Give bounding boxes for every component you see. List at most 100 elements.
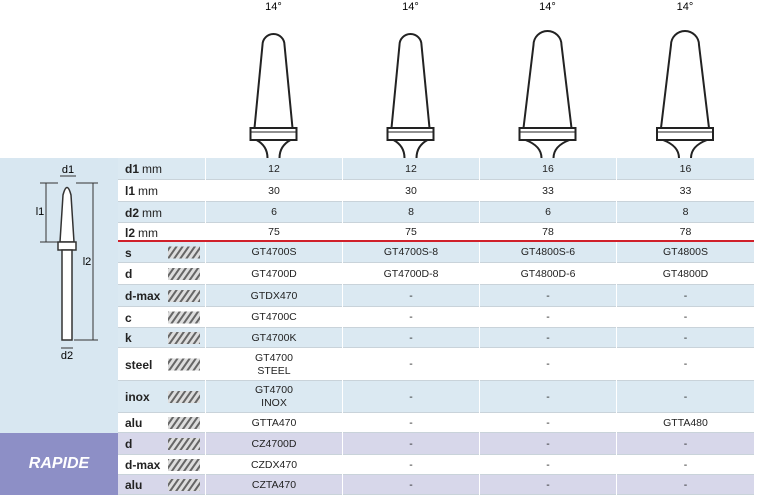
cell: - <box>479 475 616 495</box>
angle-label: 14° <box>539 1 556 13</box>
row-label: s <box>125 242 135 263</box>
cell: GT4700 STEEL <box>205 348 342 381</box>
row-label-text: d-max <box>125 289 161 303</box>
texture-icon <box>168 391 200 403</box>
tool-neck <box>392 139 429 159</box>
texture-icon <box>168 417 200 429</box>
cell: 8 <box>342 202 479 223</box>
row-label: l2 mm <box>125 223 158 242</box>
texture-icon <box>168 438 200 450</box>
cell: 33 <box>479 180 616 202</box>
tool-drawing <box>386 33 435 159</box>
row-label-text: inox <box>125 390 150 404</box>
cell: - <box>616 348 754 381</box>
texture-icon <box>168 332 200 344</box>
cell: GT4800S-6 <box>479 242 616 263</box>
row-background <box>118 307 754 328</box>
cell: GT4700C <box>205 307 342 328</box>
row-background <box>118 328 754 348</box>
cell: 78 <box>616 223 754 242</box>
cell: GT4800D <box>616 263 754 285</box>
row-label-text: d <box>125 267 133 281</box>
cell: 30 <box>342 180 479 202</box>
angle-label: 14° <box>402 1 419 13</box>
cell: 75 <box>342 223 479 242</box>
cell: 16 <box>616 158 754 180</box>
row-background <box>118 180 754 202</box>
row-label: d-max <box>125 455 163 475</box>
cell: - <box>342 307 479 328</box>
row-label-text: c <box>125 310 132 325</box>
row-label-text: k <box>125 331 132 345</box>
cell: GT4700S-8 <box>342 242 479 263</box>
texture-icon <box>168 311 200 324</box>
cell: - <box>342 381 479 413</box>
cell: - <box>342 348 479 381</box>
cell: CZDX470 <box>205 455 342 475</box>
tool-collar <box>249 127 298 141</box>
tool-collar <box>656 127 714 141</box>
cell: - <box>342 455 479 475</box>
row-background <box>118 433 754 455</box>
cell: GT4700S <box>205 242 342 263</box>
diagram-label: l2 <box>83 256 92 268</box>
row-background <box>118 381 754 413</box>
cell: 16 <box>479 158 616 180</box>
cell: - <box>479 285 616 307</box>
cell: CZ4700D <box>205 433 342 455</box>
cell: - <box>616 307 754 328</box>
cell: GT4800D-6 <box>479 263 616 285</box>
row-label: k <box>125 328 135 348</box>
cell: 78 <box>479 223 616 242</box>
cell: 75 <box>205 223 342 242</box>
row-background <box>118 413 754 433</box>
row-label-text: steel <box>125 357 153 372</box>
row-label: d1 mm <box>125 158 162 180</box>
row-unit: mm <box>142 162 163 176</box>
row-label: d <box>125 433 135 455</box>
row-background <box>118 455 754 475</box>
cell: 8 <box>616 202 754 223</box>
row-unit: mm <box>142 205 163 220</box>
tool-drawing <box>518 30 577 159</box>
cell: - <box>479 328 616 348</box>
tool-collar <box>518 127 577 141</box>
cell: GT4800S <box>616 242 754 263</box>
cell: GTTA480 <box>616 413 754 433</box>
texture-icon <box>168 358 200 371</box>
separator-line <box>118 240 754 242</box>
tool-neck <box>662 139 708 159</box>
diagram-label: d1 <box>62 164 74 176</box>
row-unit: mm <box>138 225 159 240</box>
row-label-text: d1 <box>125 162 140 176</box>
row-label-text: s <box>125 245 132 260</box>
cell: - <box>616 475 754 495</box>
cell: - <box>342 475 479 495</box>
cell: - <box>616 433 754 455</box>
tool-head <box>390 33 431 129</box>
cell: - <box>479 455 616 475</box>
row-label: d <box>125 263 135 285</box>
row-background <box>118 285 754 307</box>
texture-icon <box>168 459 200 471</box>
row-label-text: d2 <box>125 205 140 220</box>
cell: - <box>479 307 616 328</box>
tool-head <box>253 33 294 129</box>
row-label: c <box>125 307 135 328</box>
row-background <box>118 202 754 223</box>
cell: - <box>479 381 616 413</box>
cell: GTTA470 <box>205 413 342 433</box>
cell: - <box>342 285 479 307</box>
cell: - <box>342 413 479 433</box>
cell: GT4700 INOX <box>205 381 342 413</box>
row-label: steel <box>125 348 155 381</box>
texture-icon <box>168 246 200 259</box>
cell: 6 <box>479 202 616 223</box>
row-label: l1 mm <box>125 180 158 202</box>
cell: - <box>479 348 616 381</box>
rapide-title: RAPIDE <box>0 433 118 495</box>
cell: 6 <box>205 202 342 223</box>
cell: 33 <box>616 180 754 202</box>
row-label: alu <box>125 413 145 433</box>
